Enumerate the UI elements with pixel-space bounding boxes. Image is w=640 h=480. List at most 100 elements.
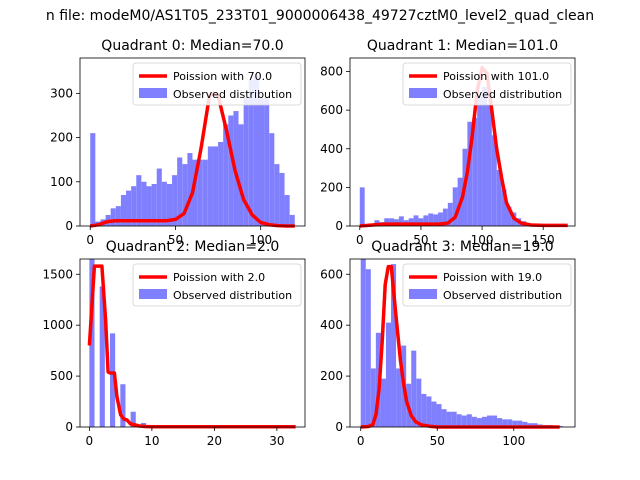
hist-bar [223, 124, 229, 226]
x-tick-label: 20 [207, 434, 222, 448]
hist-bar [466, 414, 472, 427]
hist-bar [243, 97, 249, 226]
hist-bar [431, 401, 437, 427]
hist-bar [446, 411, 452, 427]
panel-title: Quadrant 0: Median=70.0 [101, 38, 283, 54]
hist-bar [486, 415, 493, 427]
hist-bar [411, 350, 417, 427]
hist-bar [477, 96, 483, 226]
figure-suptitle: n file: modeM0/AS1T05_233T01_9000006438_… [46, 8, 594, 24]
y-tick-label: 600 [320, 267, 343, 281]
hist-bar [136, 175, 142, 226]
x-tick-label: 50 [168, 233, 183, 247]
legend-label-observed: Observed distribution [173, 88, 292, 101]
hist-bar [522, 421, 528, 427]
hist-bar [279, 172, 285, 226]
hist-bar [452, 187, 458, 226]
hist-bar [360, 259, 366, 427]
hist-bar [416, 378, 422, 427]
hist-bar [461, 415, 467, 427]
hist-bar [90, 133, 96, 226]
hist-bar [120, 384, 126, 427]
y-tick-label: 300 [50, 86, 73, 100]
hist-bar [166, 184, 173, 226]
hist-bar [238, 124, 244, 226]
x-tick-label: 50 [413, 233, 428, 247]
x-tick-label: 0 [356, 233, 364, 247]
x-tick-label: 100 [249, 233, 272, 247]
legend-label-observed: Observed distribution [173, 289, 292, 302]
hist-bar [467, 121, 473, 226]
y-tick-label: 1500 [42, 267, 73, 281]
x-tick-label: 100 [502, 434, 525, 448]
hist-bar [269, 133, 275, 226]
legend-box [132, 263, 302, 307]
legend-label-poisson: Poission with 2.0 [173, 271, 265, 284]
hist-bar [218, 142, 224, 226]
hist-bar [507, 419, 513, 427]
legend-label-observed: Observed distribution [443, 289, 562, 302]
y-tick-label: 400 [320, 318, 343, 332]
x-tick-label: 0 [357, 434, 365, 448]
chart-panel-0: 0 50 100 0 100 200 300 Quadrant 0: Median=70.0 P… [50, 38, 306, 247]
hist-bar [391, 264, 397, 427]
hist-bar [451, 411, 457, 427]
hist-bar [146, 186, 152, 226]
hist-bar [126, 190, 132, 226]
legend-hist-swatch [139, 289, 167, 299]
x-tick-label: 0 [86, 434, 94, 448]
hist-bar [418, 218, 424, 226]
panel-title: Quadrant 3: Median=19.0 [371, 239, 553, 255]
hist-bar [182, 164, 188, 226]
legend-box [132, 62, 302, 106]
hist-bar [258, 97, 265, 226]
y-tick-label: 200 [320, 369, 343, 383]
y-tick-label: 200 [50, 131, 73, 145]
x-tick-label: 10 [144, 434, 159, 448]
chart-panel-1: 0 50 100 150 0 200 400 600 800 Quadrant 1: Median… [320, 38, 576, 247]
y-tick-label: 200 [320, 180, 343, 194]
hist-bar [527, 423, 533, 427]
hist-bar [212, 146, 219, 226]
legend-hist-swatch [139, 88, 167, 98]
hist-bar [481, 416, 487, 427]
hist-bar [365, 269, 371, 427]
x-tick-label: 50 [430, 434, 445, 448]
hist-bar [436, 404, 442, 427]
hist-bar [202, 159, 208, 226]
axes-frame [79, 258, 306, 428]
legend-box [402, 62, 572, 106]
hist-bar [491, 135, 497, 226]
legend-box [402, 263, 572, 307]
axes-frame [349, 258, 576, 428]
hist-bar [486, 104, 492, 226]
hist-bar [421, 393, 427, 427]
hist-bar [496, 170, 502, 226]
hist-bar [274, 164, 280, 226]
legend-label-observed: Observed distribution [443, 88, 562, 101]
y-tick-label: 400 [320, 142, 343, 156]
hist-bar [161, 181, 167, 226]
y-tick-label: 1000 [42, 318, 73, 332]
hist-bar [156, 168, 162, 226]
hist-bar [506, 206, 512, 226]
hist-bar [197, 159, 203, 226]
panel-title: Quadrant 2: Median=2.0 [106, 239, 280, 255]
x-tick-label: 150 [532, 233, 555, 247]
axes-frame [349, 57, 576, 227]
hist-bar [384, 218, 390, 226]
hist-bar [482, 86, 487, 226]
hist-bar [131, 186, 137, 226]
hist-bar [359, 187, 365, 226]
hist-bar [501, 189, 507, 226]
hist-bar [428, 213, 434, 226]
y-tick-label: 100 [50, 175, 73, 189]
hist-bar [385, 322, 392, 427]
chart-panel-3: 0 50 100 0 200 400 600 Quadrant 3: Median=19.0 P… [320, 239, 576, 448]
hist-bar [130, 411, 136, 427]
legend-label-poisson: Poission with 70.0 [173, 70, 272, 83]
hist-bar [471, 416, 477, 427]
hist-bar [517, 420, 523, 427]
hist-bar [413, 215, 419, 226]
